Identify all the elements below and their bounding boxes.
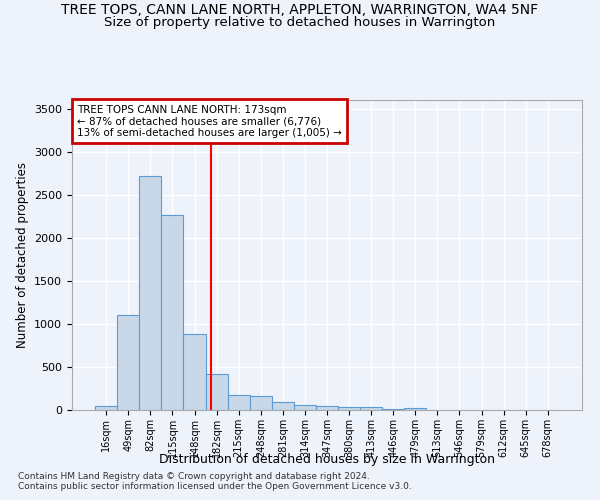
Bar (206, 374, 227, 410)
Bar (95, 406, 117, 410)
Bar (404, 408, 427, 410)
Text: Contains HM Land Registry data © Crown copyright and database right 2024.: Contains HM Land Registry data © Crown c… (18, 472, 370, 481)
Text: Distribution of detached houses by size in Warrington: Distribution of detached houses by size … (159, 452, 495, 466)
Bar (382, 409, 404, 410)
Bar (338, 406, 360, 410)
Text: Size of property relative to detached houses in Warrington: Size of property relative to detached ho… (104, 16, 496, 29)
Bar (294, 405, 316, 410)
Text: TREE TOPS CANN LANE NORTH: 173sqm
← 87% of detached houses are smaller (6,776)
1: TREE TOPS CANN LANE NORTH: 173sqm ← 87% … (77, 104, 342, 138)
Bar (117, 316, 139, 410)
Bar (250, 396, 272, 410)
Y-axis label: Number of detached properties: Number of detached properties (16, 162, 29, 348)
Text: Contains public sector information licensed under the Open Government Licence v3: Contains public sector information licen… (18, 482, 412, 491)
Text: TREE TOPS, CANN LANE NORTH, APPLETON, WARRINGTON, WA4 5NF: TREE TOPS, CANN LANE NORTH, APPLETON, WA… (61, 2, 539, 16)
Bar (161, 214, 184, 410)
Bar (272, 402, 294, 410)
Bar (227, 396, 250, 410)
Bar (184, 334, 206, 410)
Bar (139, 176, 161, 410)
Bar (360, 408, 382, 410)
Bar (316, 406, 338, 410)
